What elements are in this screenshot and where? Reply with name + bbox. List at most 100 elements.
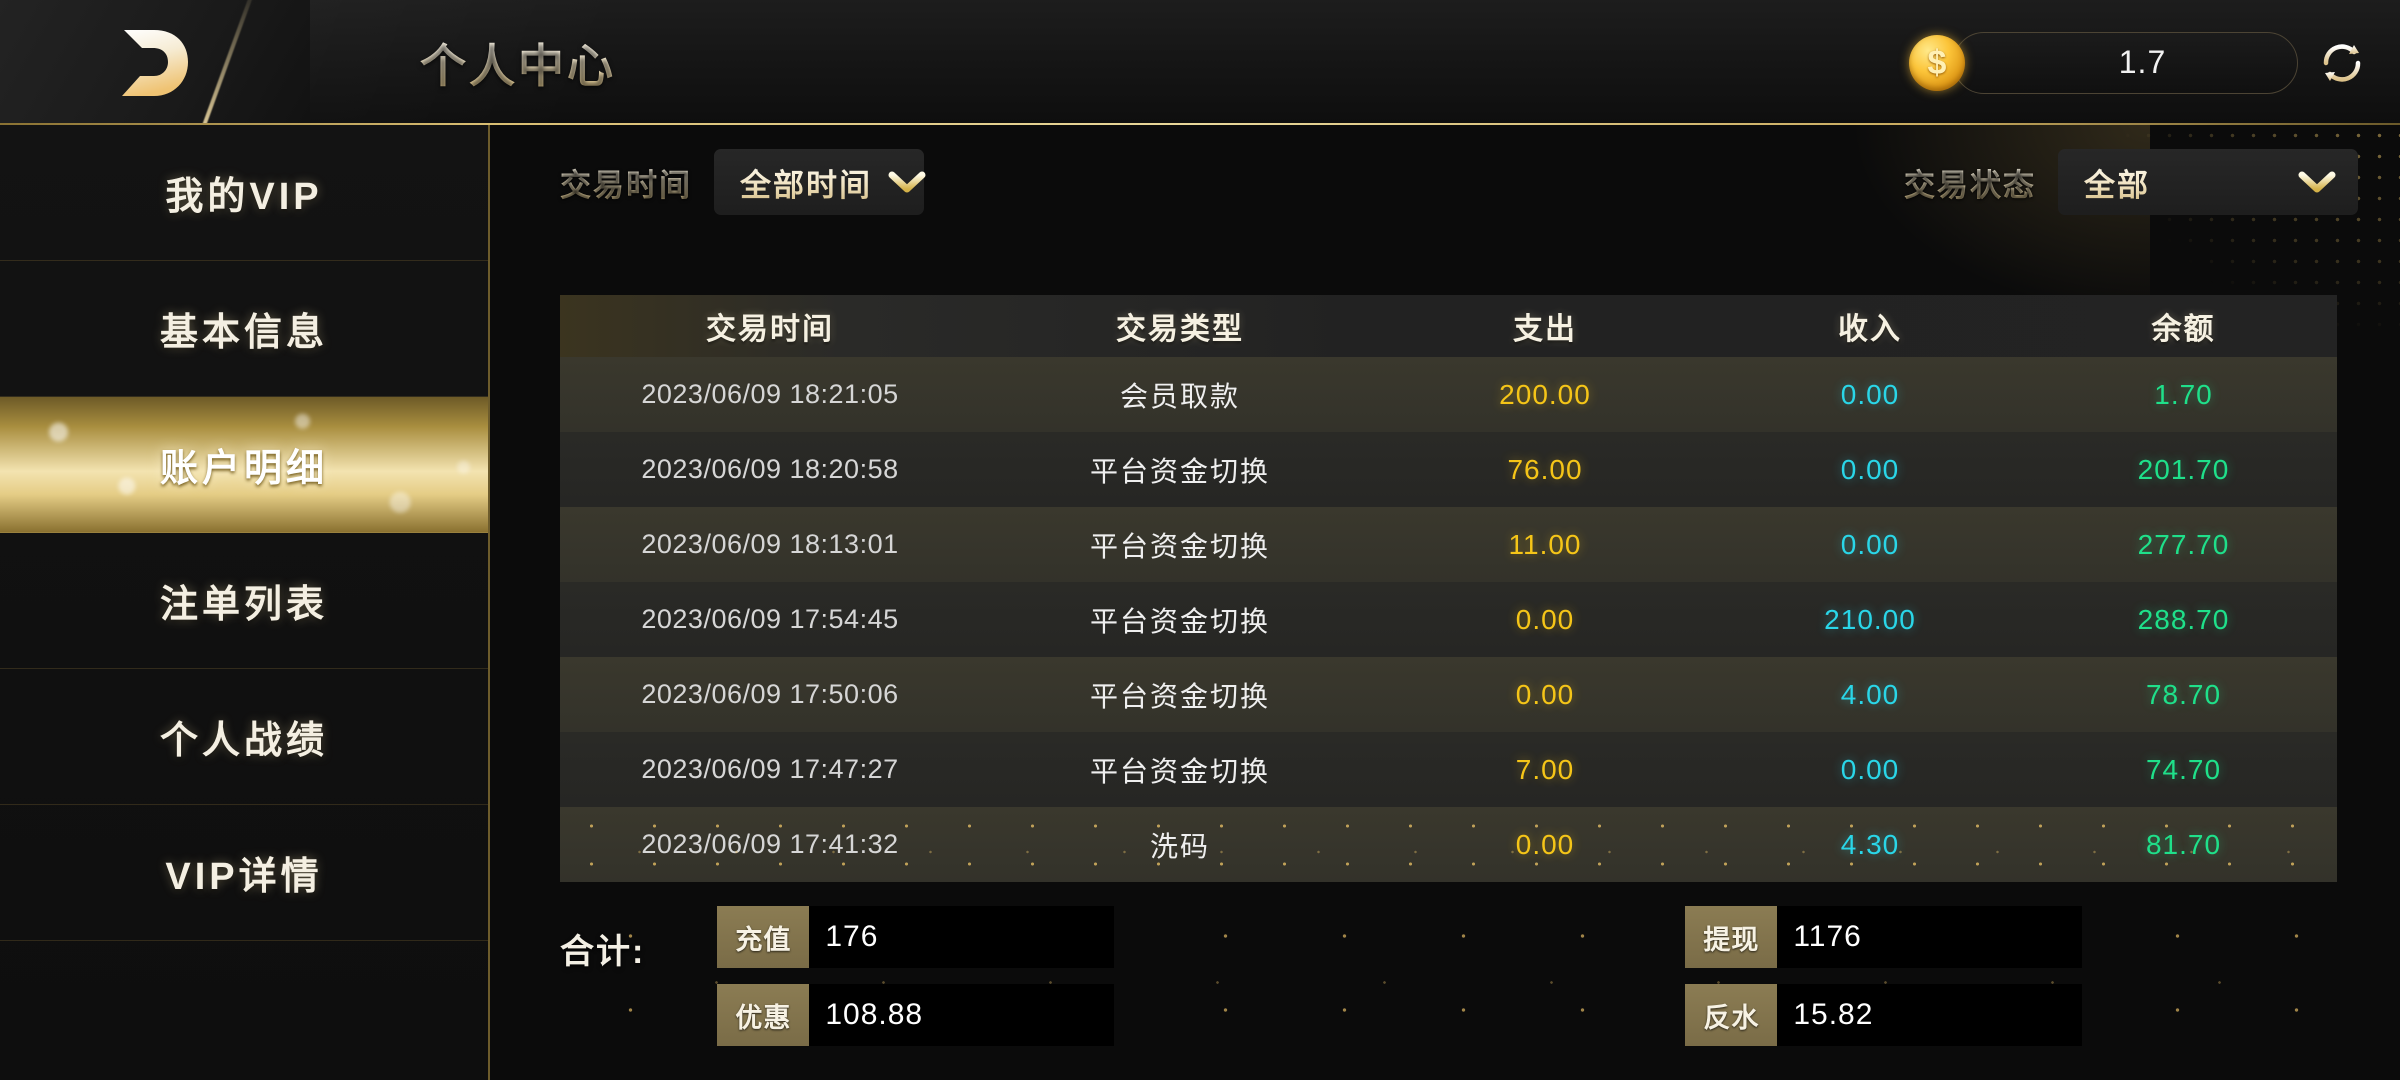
table-cell-out: 7.00 (1515, 753, 1575, 785)
summary-field-value: 108.88 (809, 984, 1115, 1046)
table-column-header: 支出 (1513, 313, 1577, 346)
status-filter-label: 交易状态 (1904, 160, 2036, 205)
sidebar-item-label: 个人战绩 (159, 720, 328, 762)
table-row[interactable]: 2023/06/09 17:41:32 洗码 0.00 4.30 81.70 (560, 807, 2337, 882)
table-cell-time: 2023/06/09 18:13:01 (641, 529, 899, 559)
table-cell-time: 2023/06/09 17:41:32 (641, 829, 899, 859)
balance-value: 1.7 (2118, 44, 2167, 80)
filter-bar: 交易时间 全部时间 交 (490, 125, 2400, 240)
table-cell-in: 0.00 (1840, 378, 1900, 410)
sidebar-item-personal-record[interactable]: 个人战绩 (0, 669, 488, 805)
table-cell-balance: 288.70 (2137, 603, 2230, 635)
sidebar-item-my-vip[interactable]: 我的VIP (0, 125, 488, 261)
table-cell-out: 76.00 (1507, 453, 1583, 485)
balance-area: $ 1.7 (1909, 0, 2370, 125)
summary-field-value: 176 (809, 906, 1115, 968)
balance-display[interactable]: 1.7 (1953, 31, 2298, 94)
chevron-down-icon (2296, 167, 2338, 197)
table-column-header: 收入 (1838, 313, 1902, 346)
table-cell-balance: 201.70 (2137, 453, 2230, 485)
table-cell-in: 0.00 (1840, 453, 1900, 485)
table-cell-in: 4.00 (1840, 678, 1900, 710)
sidebar-item-vip-details[interactable]: VIP详情 (0, 805, 488, 941)
table-cell-type: 平台资金切换 (1089, 680, 1270, 712)
table-cell-out: 11.00 (1508, 528, 1582, 560)
table-cell-time: 2023/06/09 17:50:06 (641, 679, 899, 709)
table-cell-in: 210.00 (1824, 603, 1916, 635)
sidebar-item-label: 基本信息 (159, 312, 328, 354)
summary-field-label: 充值 (717, 906, 810, 968)
coin-symbol: $ (1927, 43, 1947, 82)
table-cell-type: 会员取款 (1119, 380, 1240, 412)
summary-field: 优惠 108.88 (717, 984, 1507, 1046)
table-cell-balance: 74.70 (2145, 753, 2222, 785)
table-cell-balance: 277.70 (2137, 528, 2230, 560)
table-cell-type: 平台资金切换 (1089, 755, 1270, 787)
table-cell-balance: 1.70 (2154, 378, 2213, 410)
table-row[interactable]: 2023/06/09 18:13:01 平台资金切换 11.00 0.00 277.70 (560, 507, 2337, 582)
sidebar-item-label: 账户明细 (159, 448, 328, 490)
table-row[interactable]: 2023/06/09 17:50:06 平台资金切换 0.00 4.00 78.70 (560, 657, 2337, 732)
table-cell-time: 2023/06/09 18:21:05 (641, 379, 899, 409)
table-column-header: 交易时间 (706, 313, 834, 346)
chevron-down-icon (886, 167, 928, 197)
summary-field-label: 提现 (1685, 906, 1778, 968)
time-filter-value: 全部时间 (740, 160, 872, 205)
time-filter-select[interactable]: 全部时间 (714, 149, 926, 215)
table-cell-balance: 81.70 (2145, 828, 2222, 860)
table-header-row: 交易时间 交易类型 支出 收入 余额 (560, 295, 2337, 357)
table-cell-in: 0.00 (1840, 753, 1900, 785)
summary-field-label: 反水 (1685, 984, 1778, 1046)
status-filter-select[interactable]: 全部 (2058, 149, 2358, 215)
table-cell-out: 0.00 (1515, 828, 1575, 860)
table-cell-out: 0.00 (1515, 678, 1575, 710)
table-column-header: 交易类型 (1116, 313, 1244, 346)
summary-column-right: 提现 1176 反水 15.82 (1685, 906, 2083, 1046)
sidebar-item-account-details[interactable]: 账户明细 (0, 397, 488, 533)
summary-field: 提现 1176 (1685, 906, 2083, 968)
table-row[interactable]: 2023/06/09 17:47:27 平台资金切换 7.00 0.00 74.70 (560, 732, 2337, 807)
app-header: 个人中心 $ 1.7 (0, 0, 2400, 125)
logo-divider (190, 0, 259, 125)
time-filter-label: 交易时间 (560, 160, 692, 205)
table-cell-out: 0.00 (1515, 603, 1575, 635)
sidebar-item-bet-list[interactable]: 注单列表 (0, 533, 488, 669)
coin-icon: $ (1909, 34, 1965, 91)
brand-logo-icon[interactable] (110, 26, 192, 100)
sidebar-item-basic-info[interactable]: 基本信息 (0, 261, 488, 397)
sidebar-item-label: VIP详情 (165, 856, 323, 898)
sidebar-item-label: 我的VIP (165, 176, 323, 218)
summary-field: 充值 176 (717, 906, 1507, 968)
status-filter-group: 交易状态 全部 (1904, 149, 2358, 215)
table-row[interactable]: 2023/06/09 18:21:05 会员取款 200.00 0.00 1.70 (560, 357, 2337, 432)
table-cell-type: 平台资金切换 (1089, 530, 1270, 562)
table-cell-time: 2023/06/09 17:54:45 (641, 604, 899, 634)
summary-columns: 充值 176 优惠 108.88 提现 1176 反水 15.82 (675, 906, 2337, 1046)
table-cell-time: 2023/06/09 18:20:58 (641, 454, 899, 484)
status-filter-value: 全部 (2084, 160, 2150, 205)
sidebar: 我的VIP 基本信息账户明细注单列表个人战绩 VIP详情 (0, 125, 490, 1080)
table-body: 2023/06/09 18:21:05 会员取款 200.00 0.00 1.70 202… (560, 357, 2337, 882)
table-cell-out: 200.00 (1499, 378, 1591, 410)
table-row[interactable]: 2023/06/09 17:54:45 平台资金切换 0.00 210.00 288.7… (560, 582, 2337, 657)
table-cell-in: 4.30 (1840, 828, 1900, 860)
table-cell-balance: 78.70 (2145, 678, 2222, 710)
refresh-icon[interactable] (2314, 35, 2370, 91)
summary-field-value: 1176 (1777, 906, 2083, 968)
page-title: 个人中心 (420, 0, 616, 125)
sidebar-item-label: 注单列表 (159, 584, 328, 626)
table-cell-type: 平台资金切换 (1089, 455, 1270, 487)
summary-field-value: 15.82 (1777, 984, 2083, 1046)
time-filter-group: 交易时间 全部时间 (560, 149, 926, 215)
summary-footer: 合计: 充值 176 优惠 108.88 提现 1176 反水 15.82 (560, 890, 2337, 1080)
summary-title: 合计: (560, 933, 646, 971)
table-row[interactable]: 2023/06/09 18:20:58 平台资金切换 76.00 0.00 201.70 (560, 432, 2337, 507)
logo-panel[interactable] (0, 0, 310, 125)
summary-field: 反水 15.82 (1685, 984, 2083, 1046)
summary-column-left: 充值 176 优惠 108.88 (717, 906, 1507, 1046)
transactions-table: 交易时间 交易类型 支出 收入 余额 2023/06/09 18:21:05 会员取款 20… (560, 295, 2337, 882)
summary-field-label: 优惠 (717, 984, 810, 1046)
table-cell-in: 0.00 (1840, 528, 1900, 560)
table-cell-type: 洗码 (1149, 830, 1210, 862)
